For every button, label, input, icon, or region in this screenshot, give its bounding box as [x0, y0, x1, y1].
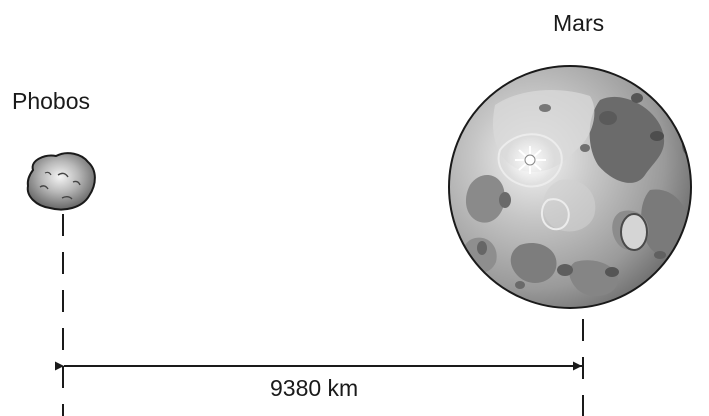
mars-label: Mars [553, 10, 605, 36]
phobos-moon [26, 152, 96, 211]
phobos-label: Phobos [12, 88, 91, 114]
distance-label: 9380 km [270, 375, 359, 401]
mars-planet [448, 65, 692, 309]
